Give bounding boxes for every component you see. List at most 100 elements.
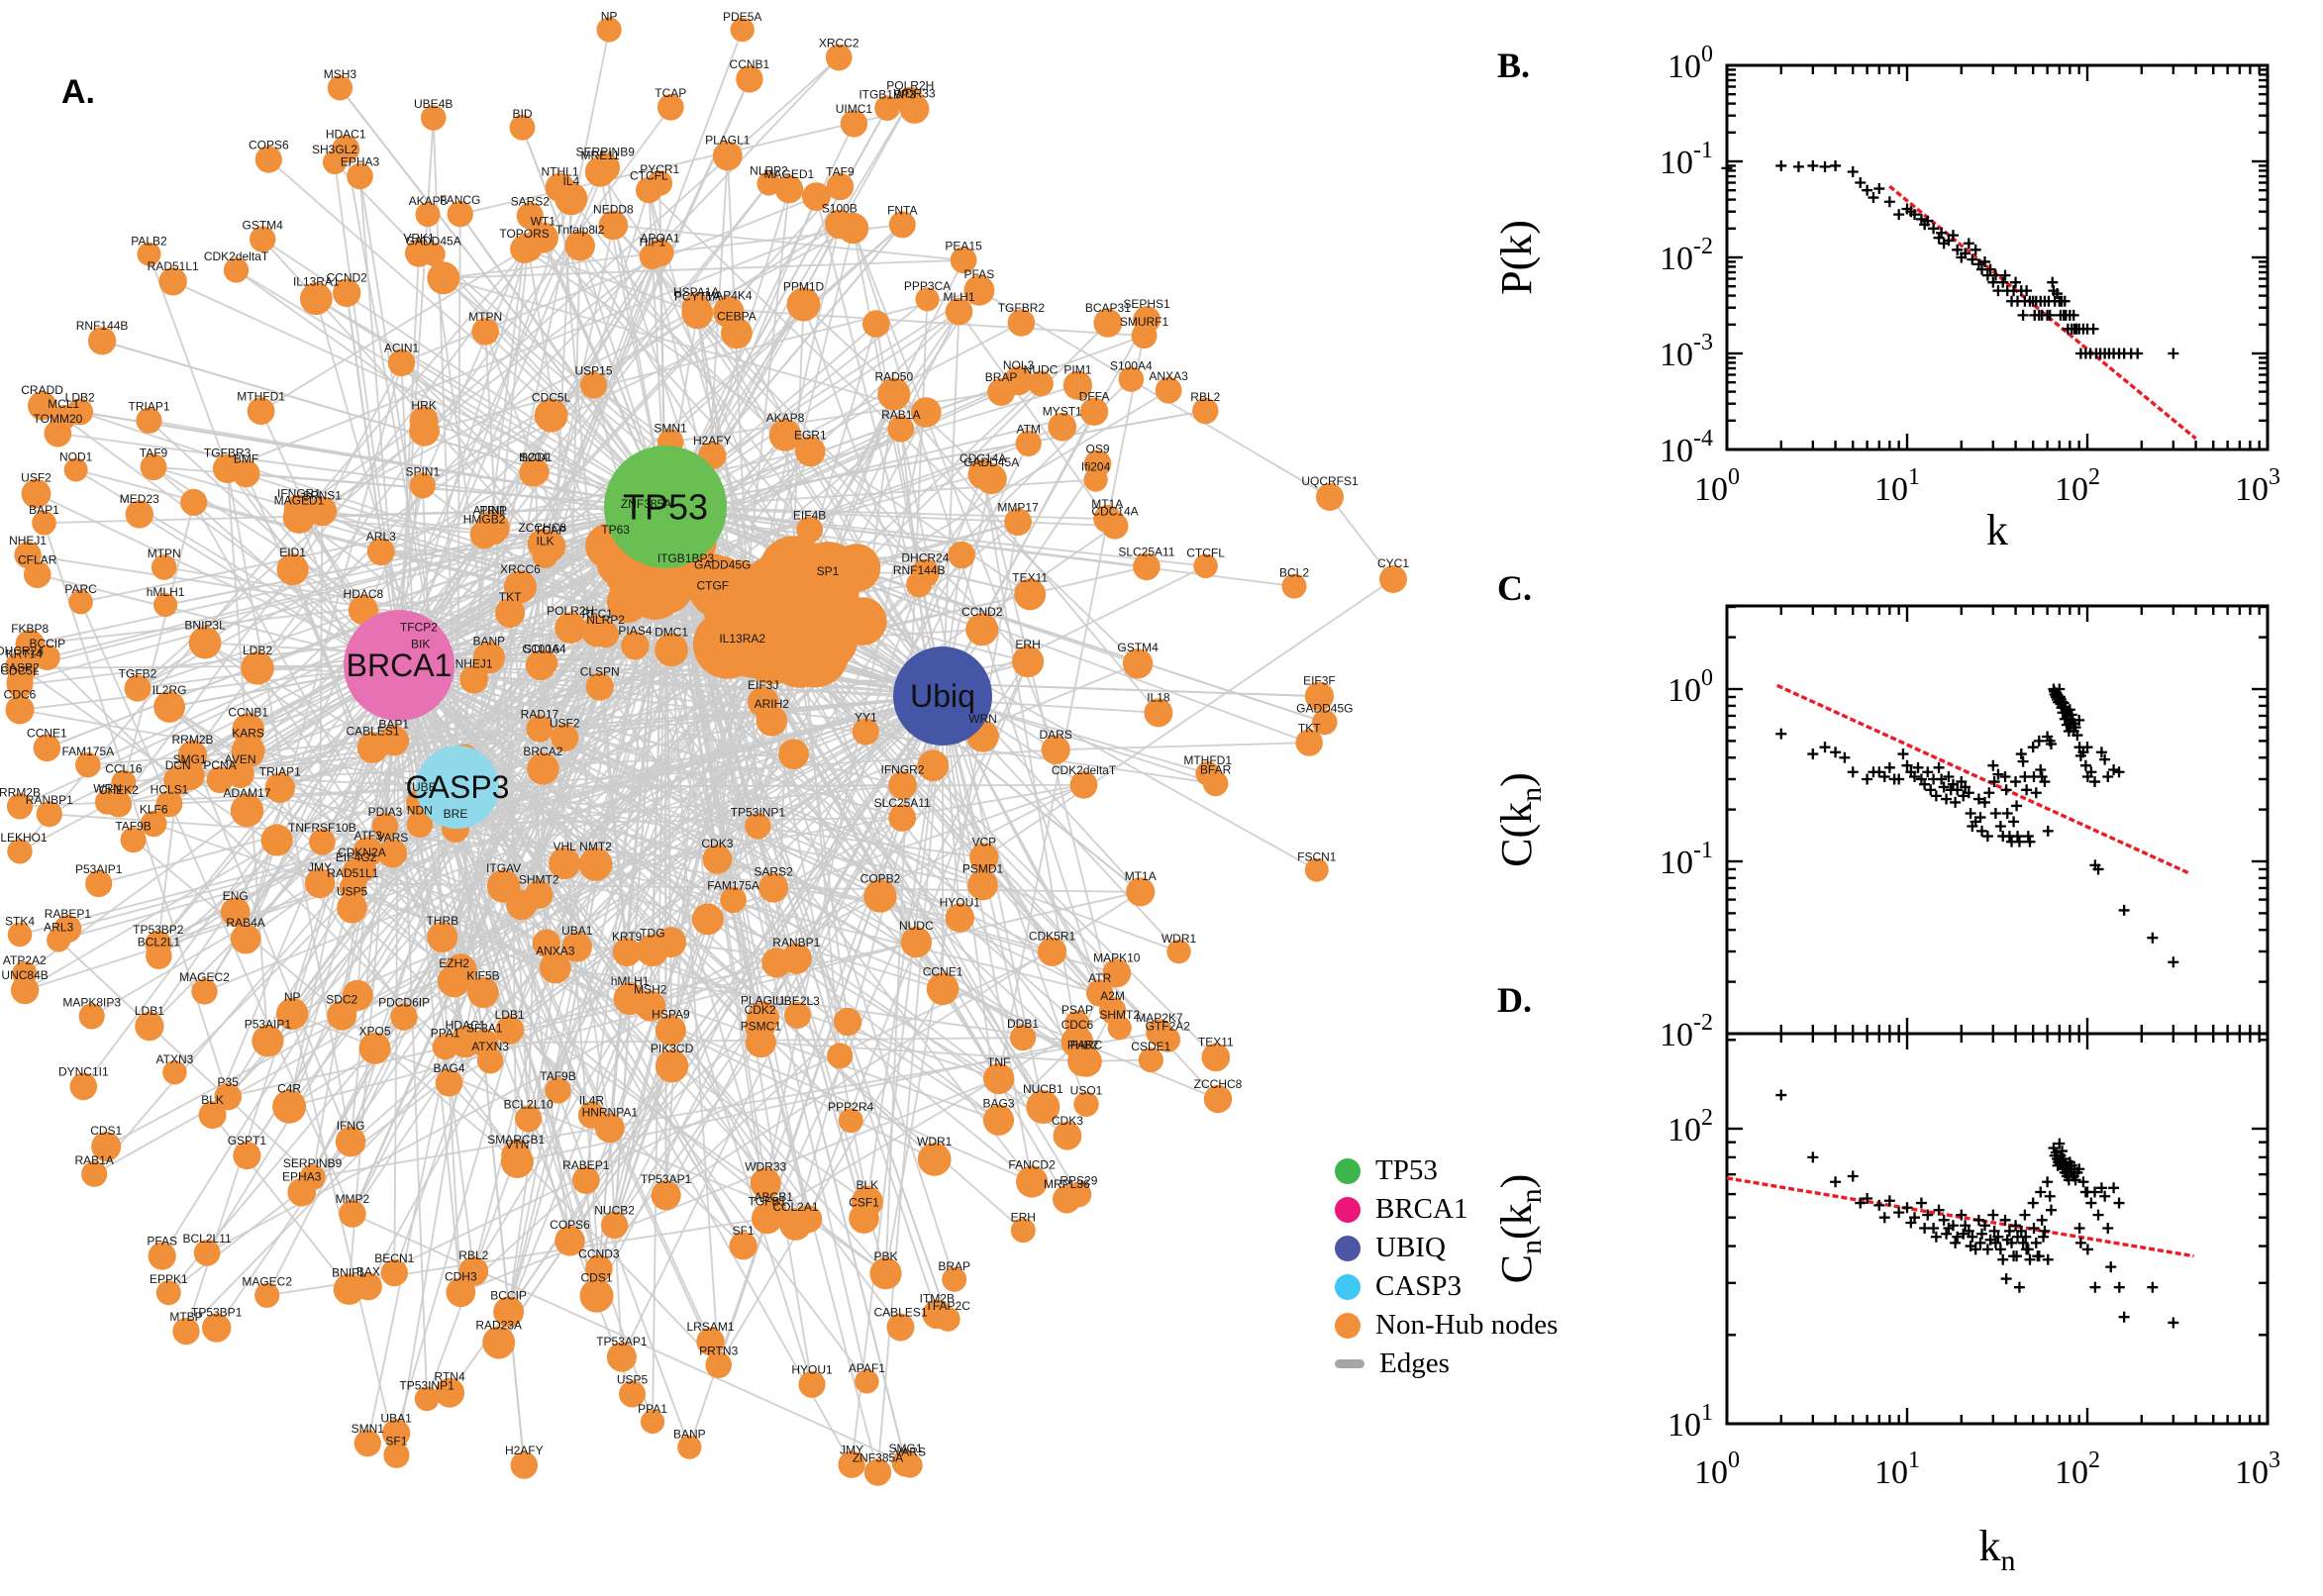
data-point-plus	[2102, 1223, 2114, 1234]
network-node	[506, 889, 538, 921]
data-point-plus	[1981, 1244, 1993, 1255]
gene-label: BLK	[201, 1093, 224, 1107]
data-point-plus	[2079, 759, 2091, 771]
network-edge	[893, 393, 1160, 714]
data-point-plus	[1883, 1195, 1895, 1207]
network-node	[848, 604, 881, 638]
gene-label: ITGAV	[486, 861, 521, 875]
gene-label: LDB1	[495, 1008, 525, 1022]
network-node	[945, 297, 973, 326]
network-node	[34, 645, 60, 670]
tick-label: 102	[2055, 1447, 2100, 1491]
gene-label: ADAM17	[223, 786, 270, 800]
gene-label: CCND2	[327, 271, 368, 285]
network-node	[655, 1049, 689, 1083]
gene-label: TAF9B	[115, 819, 151, 833]
network-node	[7, 839, 33, 864]
gene-label: CDK3	[1052, 1114, 1083, 1128]
network-node	[796, 516, 823, 544]
network-node	[656, 93, 684, 121]
network-node	[472, 642, 505, 674]
gene-label: ATRIP	[473, 504, 507, 518]
gene-label: UBE2L3	[775, 994, 820, 1008]
network-edge	[852, 228, 1101, 994]
data-point-plus	[2019, 1209, 2031, 1221]
network-node	[387, 349, 416, 377]
data-point-plus	[1922, 215, 1934, 227]
gene-label: IL4	[562, 174, 579, 188]
network-node	[619, 1380, 646, 1408]
network-node	[276, 553, 309, 586]
network-node	[1016, 1165, 1049, 1198]
network-edge	[814, 652, 918, 943]
network-edge	[398, 664, 1179, 952]
gene-label: SP1	[817, 564, 840, 578]
network-edge	[215, 980, 455, 1329]
gene-label: RAD51L1	[327, 866, 378, 880]
network-node	[381, 1419, 411, 1447]
gene-label: TNFRSF10B	[288, 821, 356, 835]
network-node	[655, 633, 688, 667]
network-node	[21, 478, 51, 509]
gene-label: PCNA	[203, 758, 236, 772]
gene-label: BIK	[411, 637, 430, 650]
gene-label: KARS	[232, 727, 264, 741]
gene-label: DFFA	[1079, 390, 1110, 404]
network-node	[377, 839, 408, 868]
data-point-plus	[1936, 227, 1948, 239]
gene-label: BRAP	[985, 370, 1018, 384]
network-edge	[261, 238, 944, 990]
gene-label: SERPINB9	[576, 146, 636, 159]
network-edges	[19, 29, 1394, 1473]
gene-label: BAG4	[433, 1061, 464, 1075]
network-node	[1026, 1090, 1060, 1124]
data-point-plus	[1775, 1089, 1787, 1101]
network-node	[435, 1377, 465, 1408]
data-point-plus	[1956, 1209, 1968, 1221]
network-edge	[256, 56, 840, 669]
network-node	[833, 1007, 862, 1037]
gene-label: CTCFL	[630, 169, 668, 183]
gene-label: DHCR24	[0, 644, 44, 657]
gene-label: LDB2	[243, 644, 272, 657]
gene-label: USO1	[1070, 1084, 1103, 1098]
data-point-plus	[1847, 1170, 1859, 1182]
gene-label: LRSAM1	[686, 1320, 734, 1334]
network-node	[639, 243, 665, 270]
network-node	[1379, 565, 1407, 593]
gene-label: SMG1	[888, 1442, 922, 1455]
network-node	[247, 397, 275, 426]
gene-label: CABLES1	[873, 1306, 927, 1320]
network-node	[383, 1442, 410, 1468]
data-point-plus	[2010, 776, 2022, 788]
gene-label: H2AFY	[505, 1444, 544, 1457]
gene-label: CCND2	[961, 605, 1003, 619]
network-node	[1041, 735, 1070, 764]
gene-label: CDK3	[701, 837, 733, 850]
network-node	[495, 1015, 525, 1045]
data-point-plus	[1819, 742, 1831, 753]
network-node	[81, 1160, 108, 1187]
network-edge	[664, 322, 1022, 508]
network-node	[1079, 397, 1109, 426]
network-node	[677, 1435, 702, 1459]
axis-label: C(kn)	[1492, 772, 1548, 867]
network-edge	[983, 578, 1394, 858]
legend-label: Edges	[1379, 1347, 1450, 1379]
gene-label: MAGEC2	[242, 1275, 292, 1289]
gene-label: BRCA2	[523, 745, 562, 758]
gene-label: DHCR24	[901, 551, 949, 565]
gene-label: TP53BP2	[133, 923, 184, 937]
gene-label: TGFB2	[119, 667, 157, 681]
gene-label: ATF3	[354, 829, 382, 843]
gene-label: ITGB1BP3	[858, 87, 916, 101]
gene-label: IFNG	[337, 1119, 365, 1133]
gene-label: CTGF	[696, 579, 729, 593]
panel-a-label: A.	[61, 73, 95, 111]
gene-label: Ifi204	[1081, 460, 1111, 474]
gene-label: PYCR1	[640, 162, 679, 176]
tick-label: 101	[1667, 1400, 1713, 1444]
gene-label: SPIN1	[405, 464, 440, 478]
gene-label: BRAP	[938, 1259, 970, 1273]
gene-label: SARS2	[511, 194, 551, 208]
